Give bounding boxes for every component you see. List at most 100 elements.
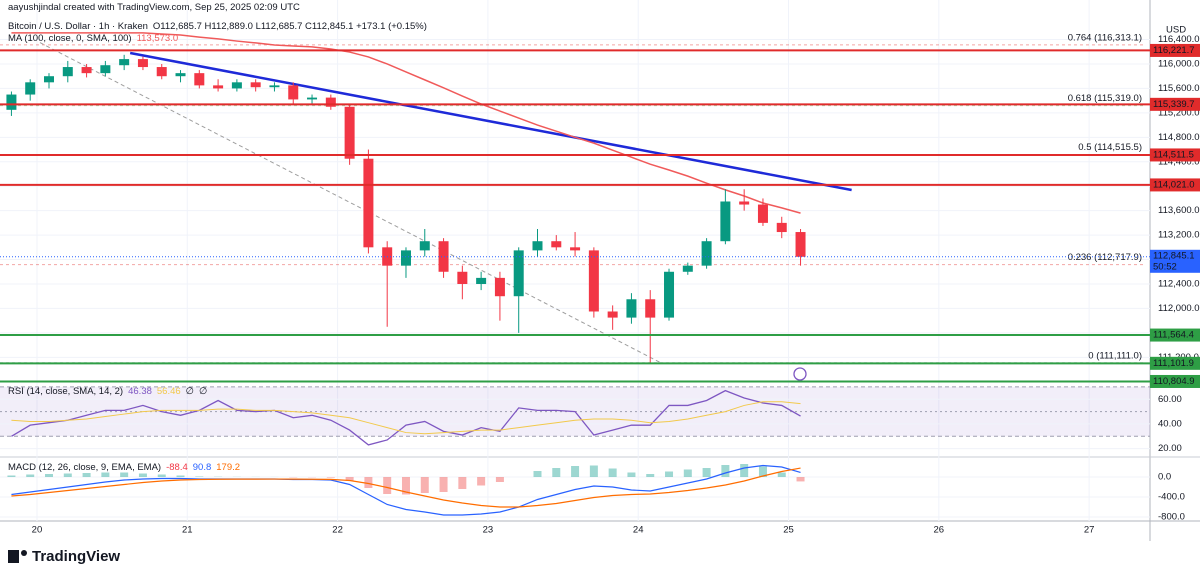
candle-body [81, 67, 92, 74]
y-tick-label: 114,400.0 [1158, 156, 1200, 167]
histogram-bar [7, 475, 16, 477]
histogram-bar [646, 474, 655, 477]
x-tick-label: 23 [483, 525, 494, 536]
histogram-bar [176, 475, 185, 477]
candle-body [194, 73, 205, 86]
logo-mark [8, 550, 19, 563]
histogram-bar [420, 477, 429, 493]
histogram-bar [157, 474, 166, 477]
histogram-bar [439, 477, 448, 492]
symbol-legend: Bitcoin / U.S. Dollar · 1h · Kraken O112,… [8, 21, 432, 32]
last-price-label: 112,845.1 [1153, 250, 1195, 261]
candle-body [701, 241, 712, 266]
level-label: 116,221.7 [1153, 45, 1195, 56]
ma-legend: MA (100, close, 0, SMA, 100) 113,573.0 [8, 33, 183, 44]
fib-label: 0.618 (115,319.0) [1068, 93, 1142, 104]
histogram-bar [589, 465, 598, 477]
candle-body [250, 82, 261, 88]
candle-body [288, 85, 299, 100]
candle-body [419, 241, 430, 251]
candle-body [776, 222, 787, 233]
rsi-extra: ∅ [185, 386, 194, 397]
rsi-legend: RSI (14, close, SMA, 14, 2) 46.38 56.46 ∅ ∅ [8, 386, 212, 397]
histogram-bar [82, 473, 91, 477]
level-tag [1150, 43, 1200, 57]
y-tick-label: 115,200.0 [1158, 107, 1200, 118]
y-tick-label: 40.00 [1158, 418, 1182, 429]
level-tag [1150, 356, 1200, 370]
candle-body [757, 204, 768, 223]
ma-value: 113,573.0 [136, 33, 179, 44]
histogram-bar [458, 477, 467, 489]
brand-name: TradingView [32, 548, 120, 565]
candle-body [100, 65, 111, 74]
candle-body [156, 67, 167, 77]
series-line [11, 389, 801, 446]
histogram-bar [63, 473, 72, 477]
candle-body [570, 247, 581, 251]
histogram-bar [533, 471, 542, 477]
histogram-bar [45, 474, 54, 477]
y-tick-label: 20.00 [1158, 443, 1182, 454]
level-label: 115,339.7 [1153, 99, 1195, 110]
histogram-bar [758, 466, 767, 477]
candle-body [231, 82, 242, 89]
level-label: 111,101.9 [1153, 358, 1194, 369]
y-tick-label: 60.00 [1158, 394, 1182, 405]
rsi-extra: ∅ [198, 386, 208, 397]
level-label: 114,511.5 [1153, 149, 1194, 160]
candle-body [62, 67, 73, 77]
rsi-value: 46.38 [128, 386, 152, 397]
histogram-bar [796, 477, 805, 482]
currency-label: USD [1166, 25, 1186, 36]
candle-body [476, 277, 487, 284]
histogram-bar [777, 472, 786, 477]
histogram-bar [552, 468, 561, 477]
candle-body [494, 277, 505, 297]
candle-body [457, 271, 468, 284]
histogram-bar [665, 471, 674, 477]
x-tick-label: 27 [1084, 525, 1095, 536]
trendline [39, 42, 661, 364]
candle-body [400, 250, 411, 266]
logo-mark [21, 550, 27, 556]
histogram-bar [571, 466, 580, 477]
y-tick-label: 116,400.0 [1158, 34, 1200, 45]
series-line [11, 464, 801, 516]
candle-body [795, 232, 806, 257]
histogram-bar [120, 472, 129, 477]
candle-body [513, 250, 524, 297]
macd-label: MACD (12, 26, close, 9, EMA, EMA) [8, 462, 162, 473]
event-icon[interactable] [793, 367, 807, 381]
level-tag [1150, 178, 1200, 192]
candle-body [645, 299, 656, 318]
candle-body [269, 85, 280, 88]
level-tag [1150, 97, 1200, 111]
candle-body [664, 271, 675, 318]
signal-value: 179.2 [216, 462, 241, 473]
candle-body [175, 73, 186, 77]
level-tag [1150, 374, 1200, 388]
y-tick-label: -800.0 [1158, 512, 1185, 523]
fib-label: 0 (111,111.0) [1088, 350, 1142, 361]
histogram-bar [195, 476, 204, 477]
rsi-ma-value: 56.46 [156, 386, 181, 397]
fib-label: 0.236 (112,717.9) [1068, 252, 1142, 263]
macd-legend: MACD (12, 26, close, 9, EMA, EMA) -88.4 90… [8, 462, 245, 473]
rsi-label: RSI (14, close, SMA, 14, 2) [8, 386, 124, 397]
ohlc: O112,685.7 H112,889.0 L112,685.7 C112,84… [152, 21, 427, 32]
candle-body [720, 201, 731, 242]
y-tick-label: -400.0 [1158, 492, 1185, 503]
series-line [11, 32, 801, 214]
countdown: 50:52 [1153, 261, 1177, 272]
x-tick-label: 26 [934, 525, 945, 536]
symbol: Bitcoin / U.S. Dollar · 1h · Kraken [8, 21, 148, 32]
ma-label: MA (100, close, 0, SMA, 100) [8, 33, 132, 44]
histogram-bar [740, 464, 749, 477]
histogram-bar [401, 477, 410, 495]
macd-value: 90.8 [192, 462, 212, 473]
level-label: 110,804.9 [1153, 376, 1195, 387]
candle-body [739, 201, 750, 205]
